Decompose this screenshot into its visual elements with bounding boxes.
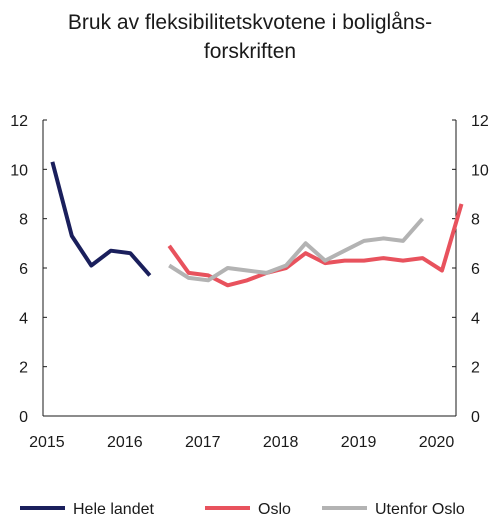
y-tick-label-left: 10 [10, 162, 28, 179]
y-tick-label-right: 2 [471, 360, 480, 377]
y-tick-label-left: 6 [19, 261, 28, 278]
chart-title-line-1: Bruk av fleksibilitetskvotene i boliglån… [67, 11, 433, 34]
x-tick-label: 2020 [419, 434, 455, 451]
legend-label-1: Hele landet [73, 501, 155, 518]
y-tick-label-left: 8 [19, 212, 28, 229]
y-tick-label-left: 0 [19, 409, 28, 426]
y-tick-label-right: 12 [471, 113, 489, 130]
y-tick-label-right: 10 [471, 162, 489, 179]
series-line-2 [167, 203, 464, 288]
x-tick-label: 2017 [185, 434, 221, 451]
series-line-1 [50, 161, 152, 277]
y-tick-label-right: 4 [471, 310, 480, 327]
x-tick-label: 2019 [341, 434, 377, 451]
y-tick-label-left: 2 [19, 360, 28, 377]
chart-legend: Hele landet Oslo Utenfor Oslo [20, 501, 465, 518]
y-tick-label-left: 4 [19, 310, 28, 327]
legend-label-3: Utenfor Oslo [375, 501, 465, 518]
series-line-3 [168, 217, 425, 283]
chart-axes [42, 120, 457, 417]
x-tick-label: 2018 [263, 434, 299, 451]
y-tick-label-left: 12 [10, 113, 28, 130]
chart-ticks: 0 0 2 2 4 4 6 6 8 8 10 10 12 12 2015 2016 2017 2018 2019 20… [10, 113, 489, 451]
x-tick-label: 2016 [107, 434, 143, 451]
y-tick-label-right: 6 [471, 261, 480, 278]
y-tick-label-right: 0 [471, 409, 480, 426]
chart-title-line-2: forskriften [203, 40, 297, 63]
y-tick-label-right: 8 [471, 212, 480, 229]
legend-label-2: Oslo [258, 501, 291, 518]
x-tick-label: 2015 [29, 434, 65, 451]
chart-title: Bruk av fleksibilitetskvotene i boliglån… [0, 8, 500, 66]
chart-series [50, 161, 464, 288]
